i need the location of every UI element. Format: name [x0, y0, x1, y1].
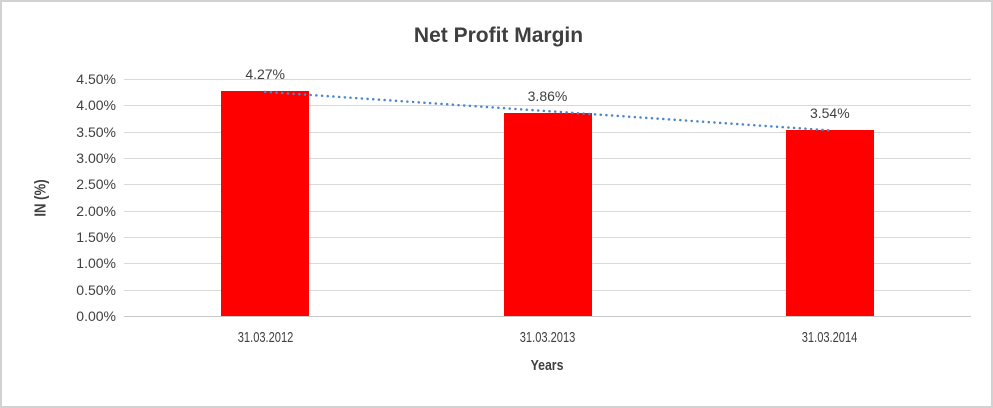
bar-value-label: 3.54%: [809, 104, 850, 121]
bar-value-label: 3.86%: [527, 87, 568, 104]
plot-area: 4.27% 3.86% 3.54%: [124, 66, 971, 317]
y-tick-label: 3.00%: [76, 150, 116, 166]
y-tick-label: 2.00%: [76, 203, 116, 219]
y-axis-title-text: IN (%): [33, 178, 51, 217]
x-axis-title-text: Years: [531, 357, 564, 374]
x-tick-label-text: 31.03.2012: [237, 329, 293, 346]
x-tick-label: 31.03.2014: [689, 328, 971, 348]
trendline: [263, 90, 832, 132]
chart-bar: [221, 91, 310, 316]
chart-bar: [785, 129, 874, 316]
y-tick-label: 4.00%: [76, 97, 116, 113]
x-axis-line: [124, 316, 971, 317]
y-tick-label: 1.00%: [76, 255, 116, 271]
x-tick-label-text: 31.03.2013: [519, 329, 576, 346]
x-tick-label-text: 31.03.2014: [802, 329, 858, 346]
bar-value-label: 4.27%: [245, 66, 286, 83]
x-axis-title: Years: [124, 357, 971, 374]
gridline: [124, 79, 971, 80]
x-tick-label: 31.03.2012: [124, 328, 406, 348]
y-tick-label: 4.50%: [76, 71, 116, 87]
gridline: [124, 105, 971, 106]
chart-title: Net Profit Margin: [413, 24, 584, 47]
y-tick-label: 2.50%: [76, 176, 116, 192]
y-tick-label: 0.50%: [76, 282, 116, 298]
y-tick-label: 1.50%: [76, 229, 116, 245]
y-tick-label: 0.00%: [76, 308, 116, 324]
chart-bar: [503, 112, 592, 316]
x-tick-label: 31.03.2013: [406, 328, 688, 348]
y-tick-label: 3.50%: [76, 124, 116, 140]
trendline-line: [263, 90, 832, 132]
